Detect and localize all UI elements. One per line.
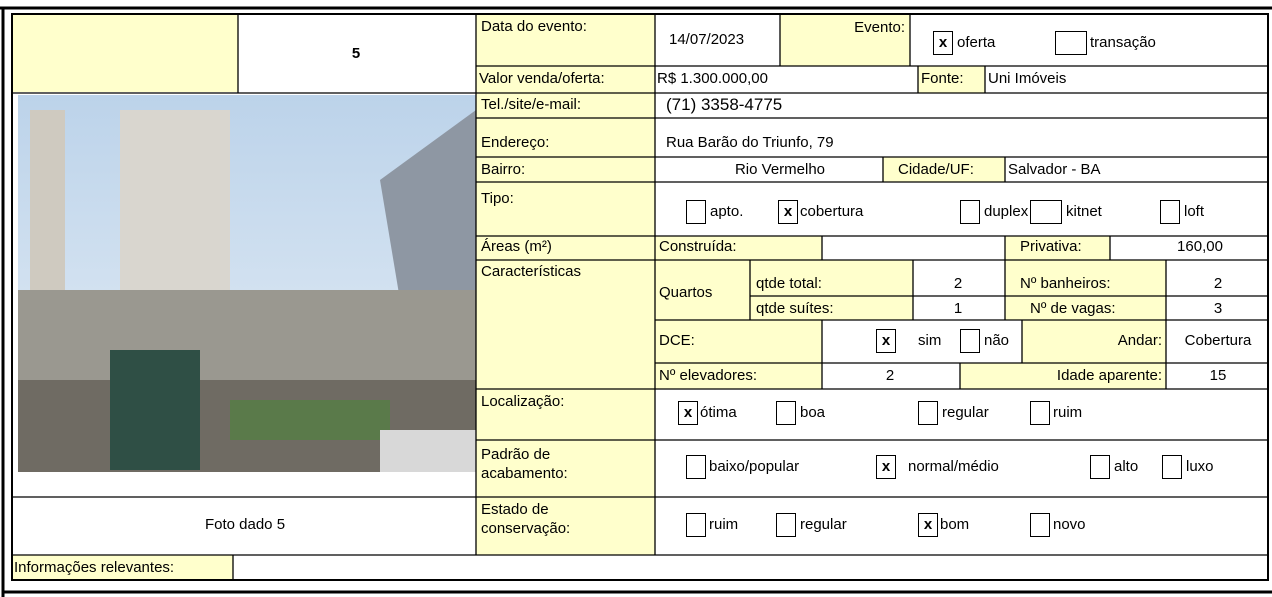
field-label: Estado de conservação: (481, 501, 571, 537)
field-label: Data do evento: (481, 18, 587, 35)
photo-caption: Foto dado 5 (204, 516, 286, 533)
checkbox-label: oferta (957, 34, 996, 51)
photo (18, 95, 476, 472)
checkbox (1090, 455, 1110, 479)
field-value: Rio Vermelho (734, 161, 826, 178)
field-label: Fonte: (921, 70, 964, 87)
field-label: qtde total: (756, 275, 822, 292)
checkbox-label: luxo (1186, 458, 1214, 475)
field-label: Evento: (854, 19, 905, 36)
checkbox (918, 401, 938, 425)
checkbox-label: duplex (984, 203, 1029, 220)
field-value: 2 (885, 367, 895, 384)
frame (0, 6, 1272, 597)
checkbox-label: baixo/popular (709, 458, 800, 475)
field-value: 2 (953, 275, 963, 292)
field-label: Áreas (m²) (481, 238, 552, 255)
checkbox: x (778, 200, 798, 224)
field-value: 3 (1213, 300, 1223, 317)
field-value: R$ 1.300.000,00 (657, 70, 768, 87)
checkbox (960, 329, 980, 353)
checkbox (1030, 200, 1062, 224)
checkbox (686, 455, 706, 479)
field-label: Tipo: (481, 190, 514, 207)
checkbox-label: ótima (700, 404, 737, 421)
field-label: Construída: (659, 238, 737, 255)
field-label: Bairro: (481, 161, 526, 178)
field-label: Valor venda/oferta: (479, 70, 605, 87)
checkbox-label: regular (800, 516, 847, 533)
field-label: Tel./site/e-mail: (481, 96, 582, 113)
checkbox-label: boa (800, 404, 826, 421)
field-value: 14/07/2023 (669, 31, 745, 48)
checkbox: x (918, 513, 938, 537)
field-value: Rua Barão do Triunfo, 79 (666, 134, 834, 151)
field-label: Endereço: (481, 134, 550, 151)
checkbox-label: normal/médio (908, 458, 999, 475)
field-label: Características (481, 263, 582, 280)
field-value: 15 (1209, 367, 1227, 384)
checkbox-label: ruim (709, 516, 739, 533)
field-label: Nº banheiros: (1020, 275, 1111, 292)
checkbox-label: não (984, 332, 1010, 349)
checkbox-label: sim (918, 332, 942, 349)
field-label: Idade aparente: (1056, 367, 1162, 384)
field-value: 2 (1213, 275, 1223, 292)
yellow-cells (12, 14, 1166, 580)
checkbox (1160, 200, 1180, 224)
field-label: Padrão de acabamento: (481, 446, 568, 482)
checkbox (686, 513, 706, 537)
checkbox-label: bom (940, 516, 970, 533)
field-label: Informações relevantes: (14, 559, 175, 576)
checkbox-label: transação (1090, 34, 1156, 51)
field-value: 160,00 (1177, 238, 1223, 255)
field-value: (71) 3358-4775 (666, 95, 783, 114)
checkbox: x (876, 455, 896, 479)
checkbox (1030, 401, 1050, 425)
checkbox-label: alto (1114, 458, 1139, 475)
checkbox-label: regular (942, 404, 989, 421)
field-value: 1 (953, 300, 963, 317)
field-label: Localização: (481, 393, 565, 410)
checkbox (960, 200, 980, 224)
checkbox-label: cobertura (800, 203, 864, 220)
checkbox-label: apto. (710, 203, 744, 220)
checkbox-label: kitnet (1066, 203, 1102, 220)
checkbox-label: ruim (1053, 404, 1083, 421)
checkbox: x (933, 31, 953, 55)
field-label: DCE: (659, 332, 695, 349)
field-label: Nº de vagas: (1030, 300, 1116, 317)
checkbox (1055, 31, 1087, 55)
checkbox-label: loft (1184, 203, 1205, 220)
field-label: qtde suítes: (756, 300, 834, 317)
checkbox (776, 513, 796, 537)
checkbox (1162, 455, 1182, 479)
checkbox: x (876, 329, 896, 353)
field-label: Quartos (659, 284, 713, 301)
checkbox: x (678, 401, 698, 425)
checkbox (776, 401, 796, 425)
field-label: Cidade/UF: (898, 161, 974, 178)
field-label: Privativa: (1020, 238, 1082, 255)
field-label: Andar: (1117, 332, 1162, 349)
checkbox (686, 200, 706, 224)
field-value: Salvador - BA (1008, 161, 1101, 178)
checkbox (1030, 513, 1050, 537)
checkbox-label: novo (1053, 516, 1086, 533)
field-value: Cobertura (1184, 332, 1252, 349)
field-label: Nº elevadores: (659, 367, 758, 384)
field-value: Uni Imóveis (988, 70, 1067, 87)
record-number: 5 (351, 45, 361, 62)
cell-lines (12, 14, 1268, 580)
